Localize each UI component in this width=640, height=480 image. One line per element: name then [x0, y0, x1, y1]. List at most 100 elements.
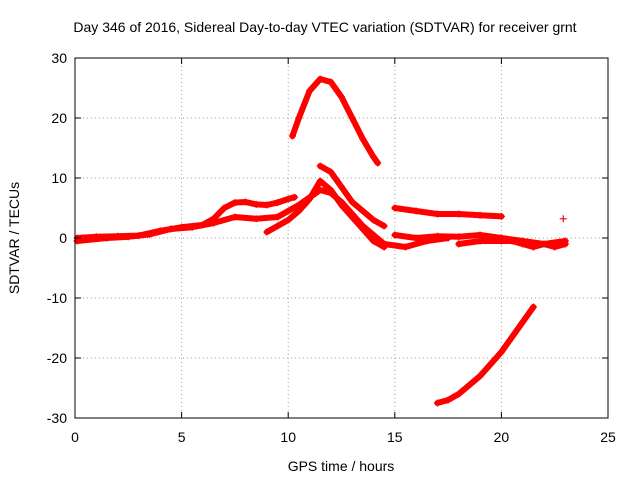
- x-tick-label: 15: [387, 429, 403, 445]
- grid: [75, 58, 608, 418]
- data-point: [231, 199, 239, 207]
- data-point: [338, 183, 345, 191]
- x-tick-label: 10: [280, 429, 296, 445]
- data-point: [401, 243, 409, 251]
- y-tick-label: -20: [47, 350, 67, 366]
- data-point: [455, 233, 463, 241]
- data-point: [327, 168, 335, 176]
- data-point: [529, 303, 537, 311]
- data-point: [359, 207, 367, 215]
- data-point: [338, 93, 345, 101]
- y-tick-label: -10: [47, 290, 67, 306]
- data-point: [476, 372, 484, 380]
- data-point: [295, 207, 303, 215]
- data-point: [274, 222, 282, 230]
- data-point: [167, 225, 175, 233]
- y-tick-label: 10: [51, 170, 67, 186]
- x-tick-label: 20: [494, 429, 510, 445]
- data-point: [188, 223, 196, 231]
- plot-frame: [74, 57, 609, 419]
- data-point: [374, 159, 382, 167]
- data-point: [327, 186, 335, 194]
- data-point: [369, 216, 377, 224]
- chart-title: Day 346 of 2016, Sidereal Day-to-day VTE…: [73, 19, 576, 35]
- data-point: [369, 153, 377, 161]
- data-series: [73, 75, 569, 407]
- y-axis-label: SDTVAR / TECUs: [6, 182, 22, 294]
- data-point: [519, 318, 527, 326]
- data-point: [252, 200, 260, 208]
- data-point: [288, 132, 296, 140]
- data-point: [497, 237, 505, 245]
- data-point: [210, 219, 218, 227]
- data-point: [348, 198, 356, 206]
- y-tick-label: -30: [47, 410, 67, 426]
- data-point: [508, 237, 516, 245]
- x-tick-label: 0: [71, 429, 79, 445]
- data-point: [306, 87, 314, 95]
- isolated-data-point: [559, 215, 567, 223]
- data-point: [146, 230, 154, 238]
- data-point: [455, 240, 463, 248]
- series-trace-f: [391, 205, 505, 220]
- y-tick-label: 30: [51, 50, 67, 66]
- data-point: [433, 210, 441, 218]
- data-point: [476, 211, 484, 219]
- data-point: [242, 198, 250, 206]
- data-point: [263, 201, 271, 209]
- data-point: [380, 222, 388, 230]
- data-point: [359, 225, 367, 233]
- data-point: [124, 233, 132, 241]
- data-point: [316, 177, 324, 185]
- data-point: [369, 237, 377, 245]
- data-point: [284, 195, 292, 203]
- data-point: [327, 78, 335, 86]
- data-point: [412, 207, 420, 215]
- series-trace-c: [263, 178, 388, 250]
- data-point: [274, 199, 282, 207]
- data-point: [295, 114, 303, 122]
- y-tick-label: 0: [59, 230, 67, 246]
- data-point: [487, 360, 495, 368]
- data-point: [220, 204, 228, 212]
- x-axis-label: GPS time / hours: [288, 458, 395, 474]
- data-point: [284, 216, 292, 224]
- data-point: [274, 213, 282, 221]
- data-point: [519, 240, 527, 248]
- y-tick-label: 20: [51, 110, 67, 126]
- data-point: [529, 243, 537, 251]
- data-point: [231, 213, 239, 221]
- data-point: [455, 210, 463, 218]
- series-trace-i: [434, 304, 537, 406]
- data-point: [476, 237, 484, 245]
- series-trace-b: [74, 187, 452, 250]
- data-point: [465, 381, 473, 389]
- x-tick-label: 5: [178, 429, 186, 445]
- data-point: [497, 348, 505, 356]
- data-point: [391, 231, 399, 239]
- data-point: [391, 204, 399, 212]
- data-point: [348, 114, 356, 122]
- data-point: [338, 201, 345, 209]
- data-point: [433, 232, 441, 240]
- x-tick-label: 25: [600, 429, 616, 445]
- data-point: [306, 195, 314, 203]
- data-point: [291, 193, 299, 201]
- data-point: [348, 213, 356, 221]
- data-point: [316, 75, 324, 83]
- data-point: [412, 234, 420, 242]
- data-point: [508, 333, 516, 341]
- data-point: [252, 215, 260, 223]
- data-point: [433, 399, 441, 407]
- data-point: [359, 135, 367, 143]
- data-point: [316, 162, 324, 170]
- series-trace-e: [289, 76, 381, 166]
- data-point: [540, 240, 548, 248]
- data-point: [455, 390, 463, 398]
- data-point: [476, 231, 484, 239]
- axis-ticks: 0 5 10 15 20 25 -30 -20 -10 0 10 20 30: [47, 50, 616, 445]
- data-point: [497, 212, 505, 220]
- data-point: [561, 240, 569, 248]
- data-point: [444, 396, 452, 404]
